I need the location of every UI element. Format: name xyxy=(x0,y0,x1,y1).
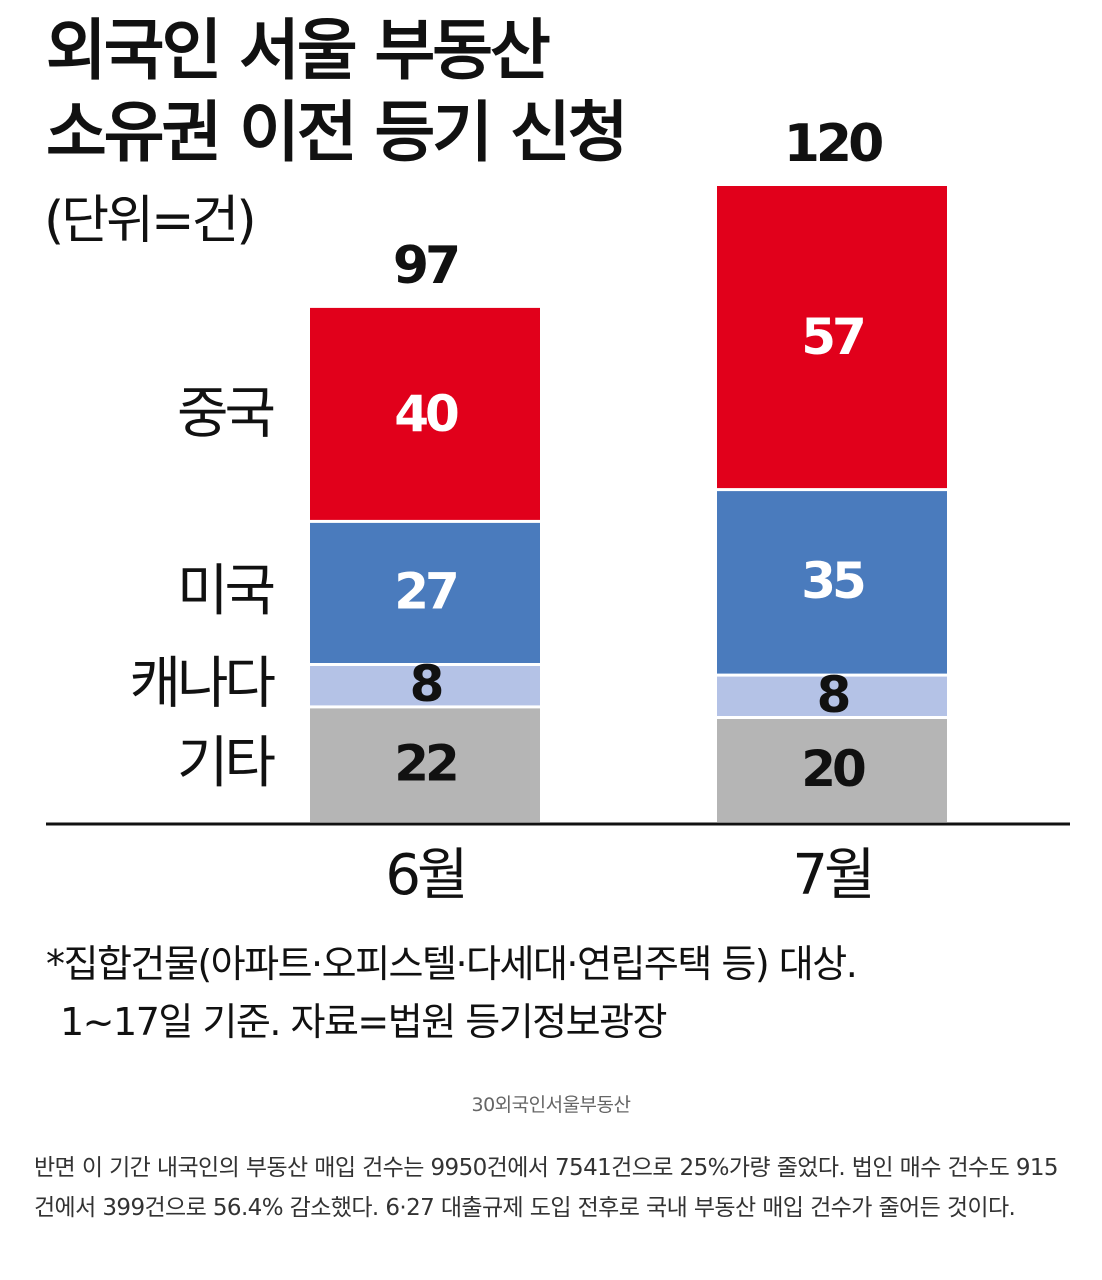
chart-title: 외국인 서울 부동산 소유권 이전 등기 신청 xyxy=(46,10,746,174)
title-line-1: 외국인 서울 부동산 xyxy=(46,12,551,89)
data-label: 8 xyxy=(817,666,849,724)
bar-segment xyxy=(717,719,947,822)
stacked-bar-chart: 22 8 27 40 97 6월 20 8 35 57 120 7월 기타 캐나다 미국 중국 xyxy=(46,114,1070,908)
data-label: 57 xyxy=(801,308,863,366)
data-label: 8 xyxy=(410,655,442,713)
data-label: 20 xyxy=(801,740,865,798)
bar-segment xyxy=(310,666,540,706)
article-paragraph: 반면 이 기간 내국인의 부동산 매입 건수는 9950건에서 7541건으로 … xyxy=(34,1155,1059,1221)
image-caption: 30외국인서울부동산 xyxy=(471,1094,631,1116)
data-label: 40 xyxy=(394,385,458,443)
data-label: 27 xyxy=(394,562,456,620)
bar-segment xyxy=(310,522,540,663)
x-tick-label: 7월 xyxy=(792,843,871,908)
total-label: 97 xyxy=(393,236,458,296)
series-label: 기타 xyxy=(177,731,275,796)
bar-segment xyxy=(717,491,947,674)
series-label: 캐나다 xyxy=(129,652,274,717)
bar-segment xyxy=(717,676,947,716)
bar-segment xyxy=(717,186,947,489)
bar-segment xyxy=(310,307,540,520)
data-label: 22 xyxy=(394,735,456,793)
footnote-line-1: *집합건물(아파트·오피스텔·다세대·연립주택 등) 대상. xyxy=(46,942,858,986)
total-label: 120 xyxy=(784,114,882,174)
bar-segment xyxy=(310,708,540,822)
x-tick-label: 6월 xyxy=(385,843,464,908)
footnote-line-2: 1~17일 기준. 자료=법원 등기정보광장 xyxy=(60,1000,668,1044)
data-label: 35 xyxy=(801,552,864,610)
unit-label: (단위=건) xyxy=(44,191,257,251)
footnote: *집합건물(아파트·오피스텔·다세대·연립주택 등) 대상. 1~17일 기준.… xyxy=(46,935,1096,1051)
series-label: 미국 xyxy=(177,559,274,624)
title-line-2: 소유권 이전 등기 신청 xyxy=(46,94,628,171)
series-label: 중국 xyxy=(177,381,274,446)
